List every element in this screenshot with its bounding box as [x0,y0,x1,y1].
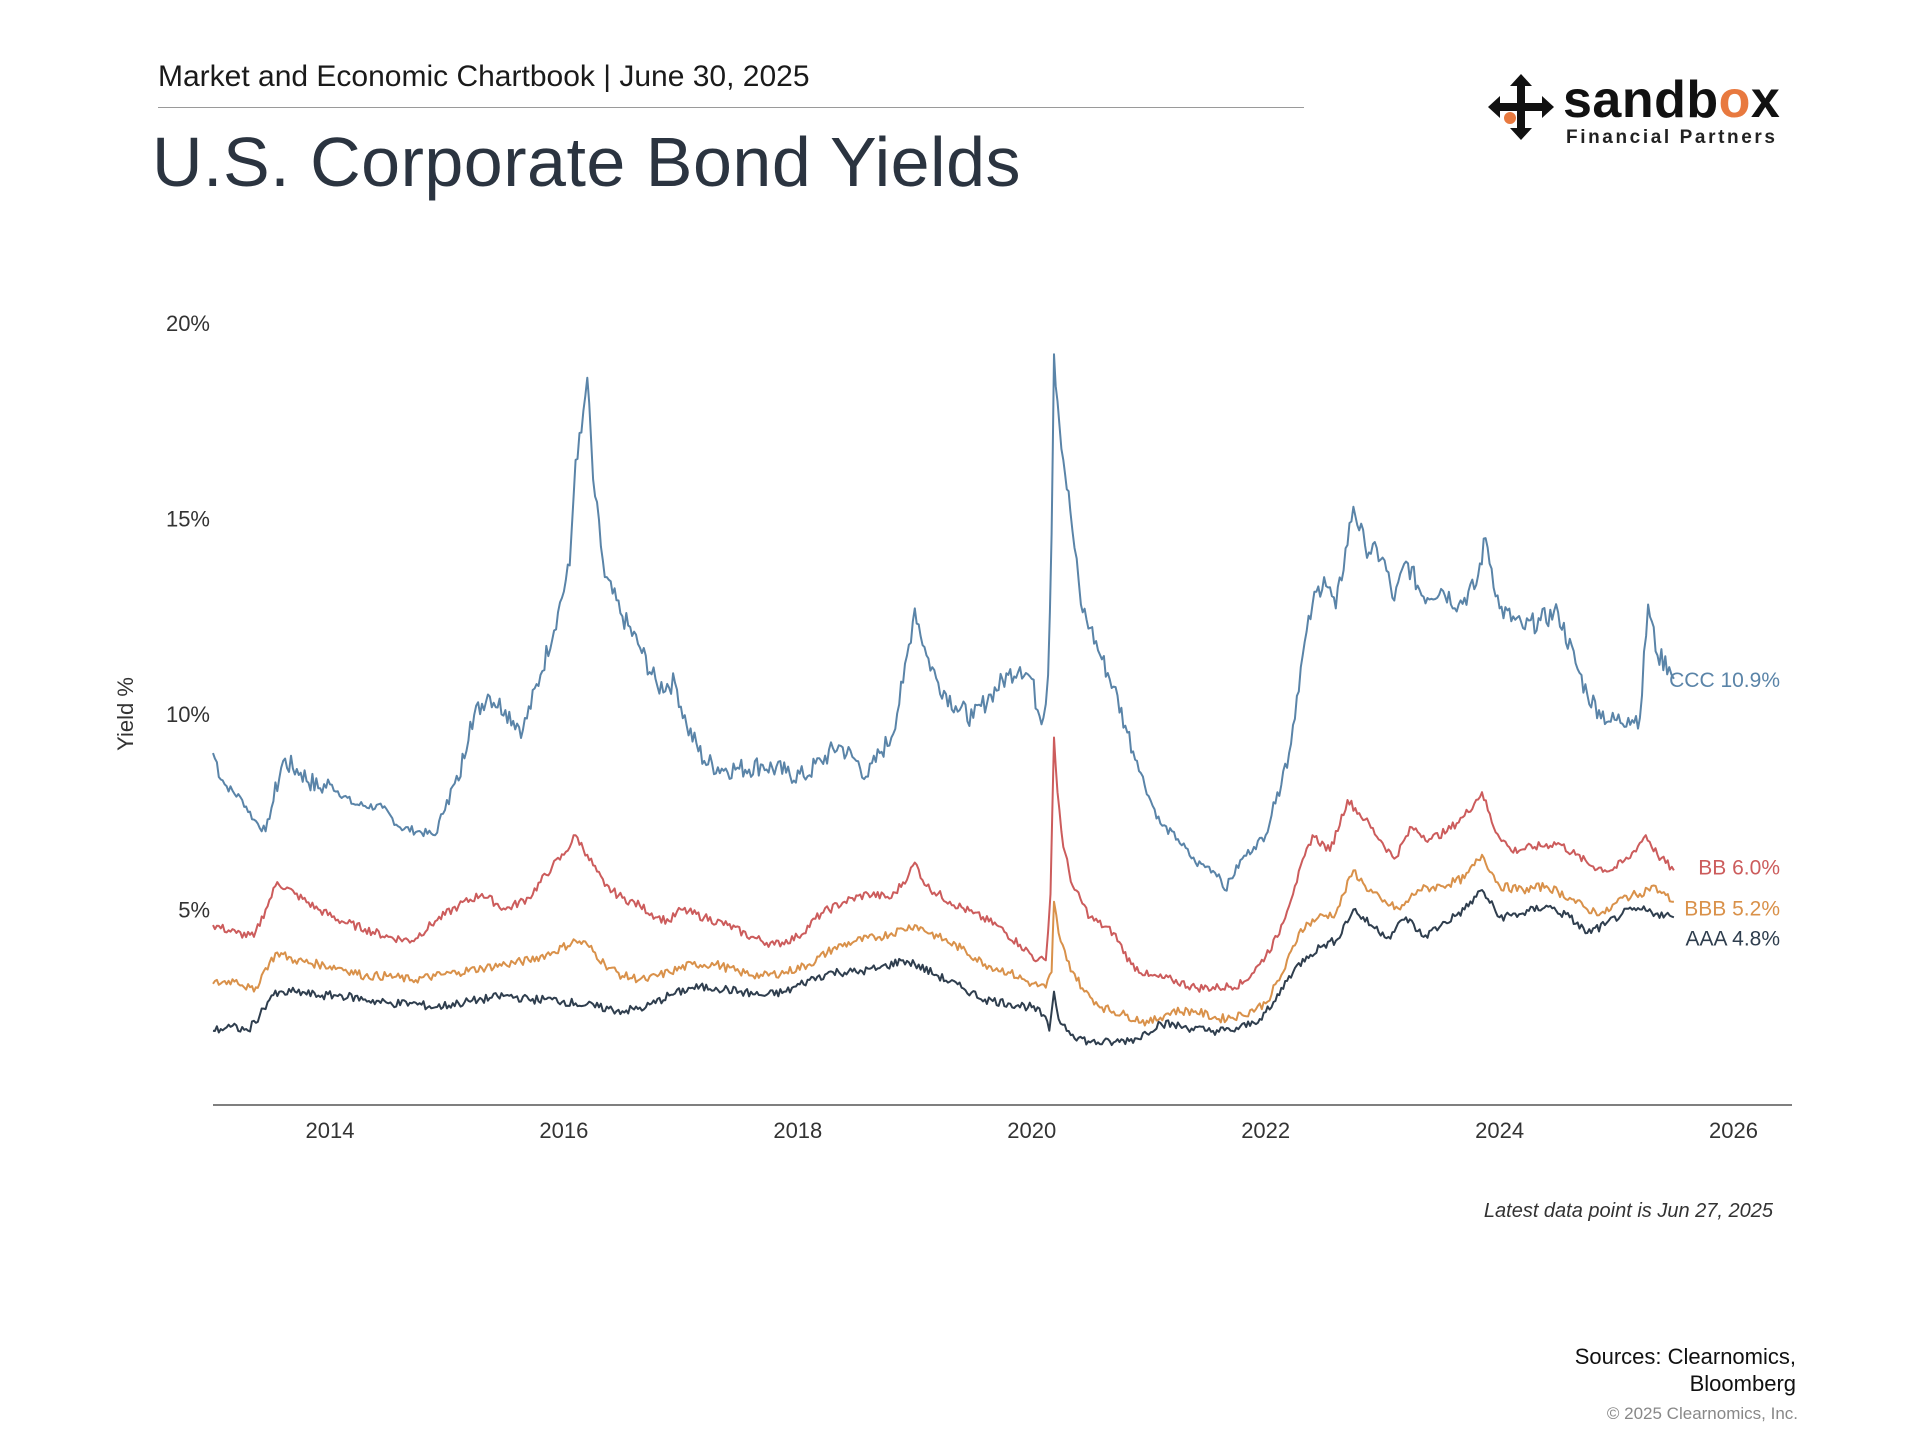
header-divider [158,107,1304,108]
arrows-cross-icon [1488,74,1554,140]
end-label-ccc: CCC 10.9% [1669,669,1780,692]
series-line-aaa [212,889,1675,1047]
sources-text: Sources: Clearnomics, Bloomberg [1496,1343,1796,1397]
x-tick-label: 2020 [1007,1118,1056,1143]
x-tick-label: 2018 [773,1118,822,1143]
logo-wordmark: sandbox [1563,71,1781,129]
y-axis-label: Yield % [113,677,138,751]
chartbook-header: Market and Economic Chartbook | June 30,… [158,60,810,93]
copyright: © 2025 Clearnomics, Inc. [1606,1404,1798,1423]
x-tick-label: 2014 [305,1118,354,1143]
logo-tagline: Financial Partners [1566,127,1778,148]
y-tick-label: 20% [166,311,210,336]
end-label-aaa: AAA 4.8% [1685,927,1780,950]
x-tick-label: 2016 [539,1118,588,1143]
page-title: U.S. Corporate Bond Yields [152,123,1022,201]
series-line-bbb [212,853,1674,1027]
end-label-bbb: BBB 5.2% [1684,898,1780,921]
y-tick-label: 10% [166,702,210,727]
latest-data-note: Latest data point is Jun 27, 2025 [1483,1200,1773,1222]
series-line-ccc [212,353,1675,892]
end-label-bb: BB 6.0% [1698,856,1780,879]
y-tick-label: 15% [166,507,210,532]
x-tick-label: 2022 [1241,1118,1290,1143]
x-tick-label: 2024 [1475,1118,1524,1143]
y-tick-label: 5% [178,898,210,923]
series-line-bb [212,736,1675,993]
sources-line-2: Bloomberg [1689,1371,1796,1396]
sources-line-1: Sources: Clearnomics, [1574,1344,1796,1369]
sandbox-logo: sandbox Financial Partners [1488,71,1788,154]
x-tick-label: 2026 [1709,1118,1758,1143]
